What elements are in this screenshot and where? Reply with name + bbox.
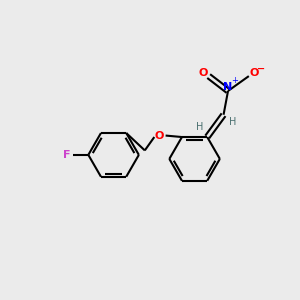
Text: −: − [257, 64, 266, 74]
Text: N: N [224, 82, 232, 92]
Text: F: F [63, 150, 71, 160]
Text: O: O [199, 68, 208, 77]
Text: O: O [250, 68, 259, 77]
Text: O: O [154, 130, 164, 141]
Text: +: + [231, 76, 238, 85]
Text: H: H [229, 117, 236, 127]
Text: H: H [196, 122, 203, 132]
